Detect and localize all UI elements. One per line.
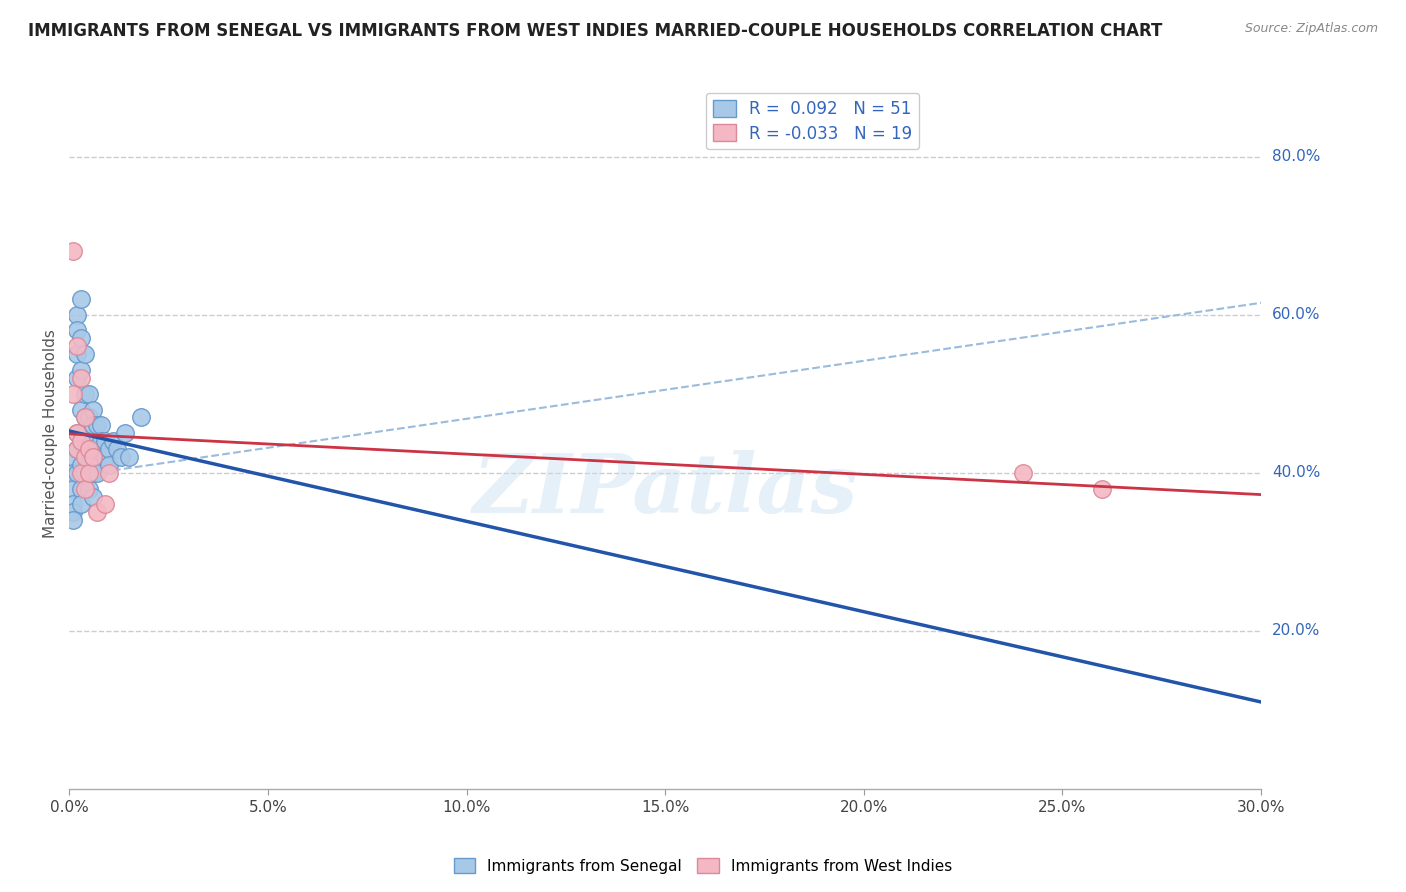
Point <box>82 490 104 504</box>
Point <box>86 418 108 433</box>
Point <box>77 482 100 496</box>
Point <box>70 363 93 377</box>
Point <box>86 466 108 480</box>
Point <box>82 450 104 464</box>
Point <box>77 442 100 456</box>
Point <box>110 450 132 464</box>
Point <box>70 458 93 472</box>
Y-axis label: Married-couple Households: Married-couple Households <box>44 329 58 538</box>
Point <box>62 505 84 519</box>
Point <box>75 347 97 361</box>
Point <box>90 418 112 433</box>
Point <box>66 442 89 456</box>
Point <box>70 371 93 385</box>
Point <box>75 410 97 425</box>
Point <box>77 410 100 425</box>
Point <box>82 418 104 433</box>
Point <box>77 434 100 449</box>
Point <box>82 466 104 480</box>
Text: 20.0%: 20.0% <box>1272 624 1320 639</box>
Point <box>97 466 120 480</box>
Point <box>66 426 89 441</box>
Point <box>62 450 84 464</box>
Text: IMMIGRANTS FROM SENEGAL VS IMMIGRANTS FROM WEST INDIES MARRIED-COUPLE HOUSEHOLDS: IMMIGRANTS FROM SENEGAL VS IMMIGRANTS FR… <box>28 22 1163 40</box>
Point <box>97 442 120 456</box>
Point <box>70 402 93 417</box>
Point <box>70 331 93 345</box>
Point <box>97 458 120 472</box>
Point <box>1011 466 1033 480</box>
Point <box>94 450 117 464</box>
Point <box>82 442 104 456</box>
Point <box>105 442 128 456</box>
Point <box>66 442 89 456</box>
Text: 40.0%: 40.0% <box>1272 466 1320 480</box>
Point <box>86 442 108 456</box>
Point <box>75 450 97 464</box>
Point <box>75 442 97 456</box>
Text: 80.0%: 80.0% <box>1272 149 1320 164</box>
Point <box>70 482 93 496</box>
Point <box>66 308 89 322</box>
Point <box>62 244 84 259</box>
Point <box>86 505 108 519</box>
Point <box>62 513 84 527</box>
Legend: R =  0.092   N = 51, R = -0.033   N = 19: R = 0.092 N = 51, R = -0.033 N = 19 <box>706 93 920 149</box>
Point <box>90 434 112 449</box>
Point <box>118 450 141 464</box>
Point <box>75 410 97 425</box>
Point <box>70 498 93 512</box>
Text: 60.0%: 60.0% <box>1272 307 1320 322</box>
Point <box>70 434 93 449</box>
Point <box>66 339 89 353</box>
Point <box>66 426 89 441</box>
Point <box>77 458 100 472</box>
Point <box>75 482 97 496</box>
Point <box>62 498 84 512</box>
Text: Source: ZipAtlas.com: Source: ZipAtlas.com <box>1244 22 1378 36</box>
Point <box>66 324 89 338</box>
Text: ZIPatlas: ZIPatlas <box>472 450 858 530</box>
Point <box>1091 482 1114 496</box>
Point <box>94 434 117 449</box>
Point <box>66 347 89 361</box>
Point <box>70 434 93 449</box>
Point <box>75 466 97 480</box>
Point <box>62 482 84 496</box>
Point <box>66 371 89 385</box>
Point <box>114 426 136 441</box>
Point <box>75 386 97 401</box>
Point <box>77 386 100 401</box>
Point <box>70 292 93 306</box>
Point <box>94 498 117 512</box>
Point <box>66 466 89 480</box>
Point <box>70 466 93 480</box>
Point <box>101 434 124 449</box>
Point <box>62 386 84 401</box>
Point <box>77 466 100 480</box>
Point <box>62 466 84 480</box>
Legend: Immigrants from Senegal, Immigrants from West Indies: Immigrants from Senegal, Immigrants from… <box>447 852 959 880</box>
Point <box>82 402 104 417</box>
Point <box>129 410 152 425</box>
